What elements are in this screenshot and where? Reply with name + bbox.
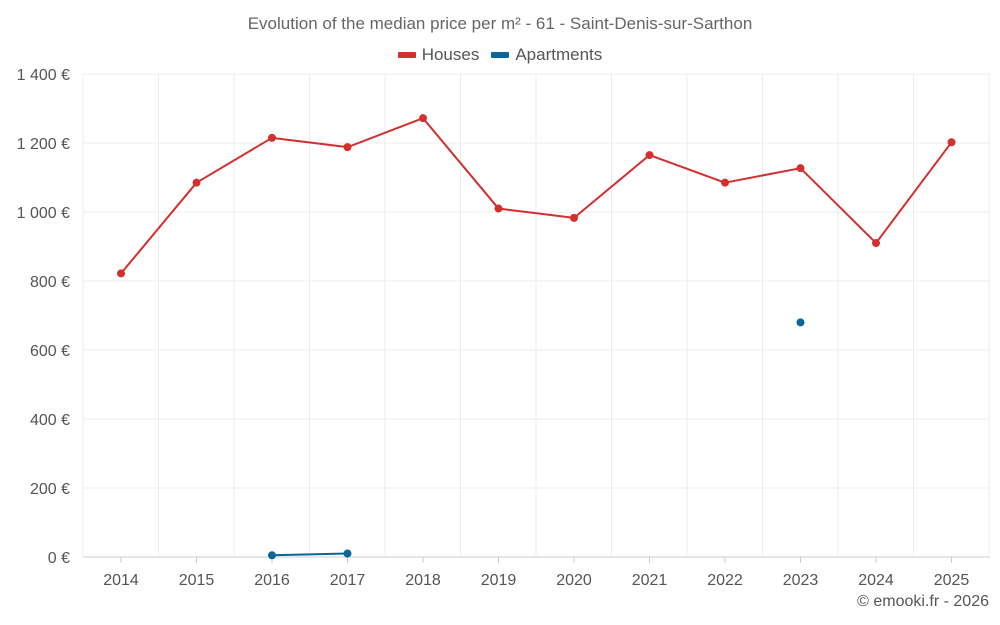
- y-tick-label: 0 €: [48, 550, 70, 567]
- x-tick-label: 2017: [330, 572, 366, 589]
- data-point-houses: [872, 239, 880, 248]
- data-point-houses: [419, 114, 427, 123]
- legend-swatch-apartments: [491, 52, 510, 58]
- x-tick-label: 2019: [481, 572, 517, 589]
- legend-label-houses: Houses: [421, 45, 480, 64]
- data-point-houses: [192, 178, 201, 187]
- data-point-houses: [268, 133, 276, 142]
- data-point-apartments: [268, 551, 276, 560]
- legend-item-houses[interactable]: Houses: [397, 45, 480, 65]
- credit-text: © emooki.fr - 2026: [857, 593, 989, 610]
- x-tick-label: 2014: [103, 572, 139, 589]
- y-tick-label: 1 000 €: [17, 205, 70, 222]
- x-tick-label: 2021: [632, 572, 668, 589]
- x-tick-label: 2016: [254, 572, 290, 589]
- y-tick-label: 200 €: [30, 481, 70, 498]
- x-tick-label: 2022: [707, 572, 743, 589]
- x-tick-label: 2023: [783, 572, 819, 589]
- data-point-houses: [570, 213, 578, 222]
- x-tick-label: 2024: [858, 572, 894, 589]
- legend-label-apartments: Apartments: [515, 45, 603, 64]
- chart-title: Evolution of the median price per m² - 6…: [247, 14, 753, 33]
- x-tick-label: 2015: [179, 572, 215, 589]
- x-tick-label: 2025: [934, 572, 970, 589]
- data-point-apartments: [343, 549, 352, 558]
- x-tick-label: 2018: [405, 572, 441, 589]
- data-point-houses: [117, 269, 125, 278]
- y-tick-label: 1 400 €: [17, 67, 70, 84]
- y-tick-label: 400 €: [30, 412, 70, 429]
- y-tick-label: 800 €: [30, 274, 70, 291]
- series-line-apartments: [271, 552, 348, 557]
- data-point-houses: [721, 178, 729, 187]
- data-point-houses: [947, 138, 956, 147]
- data-point-houses: [645, 151, 654, 160]
- data-point-houses: [494, 204, 503, 213]
- legend-item-apartments[interactable]: Apartments: [491, 45, 602, 65]
- data-point-houses: [343, 143, 352, 152]
- y-tick-label: 600 €: [30, 343, 70, 360]
- data-point-apartments: [796, 318, 805, 327]
- x-tick-label: 2020: [556, 572, 592, 589]
- y-tick-label: 1 200 €: [17, 136, 70, 153]
- legend: Houses Apartments: [0, 45, 1000, 65]
- legend-swatch-houses: [397, 52, 416, 58]
- series-line-houses: [120, 117, 953, 275]
- data-point-houses: [796, 164, 805, 173]
